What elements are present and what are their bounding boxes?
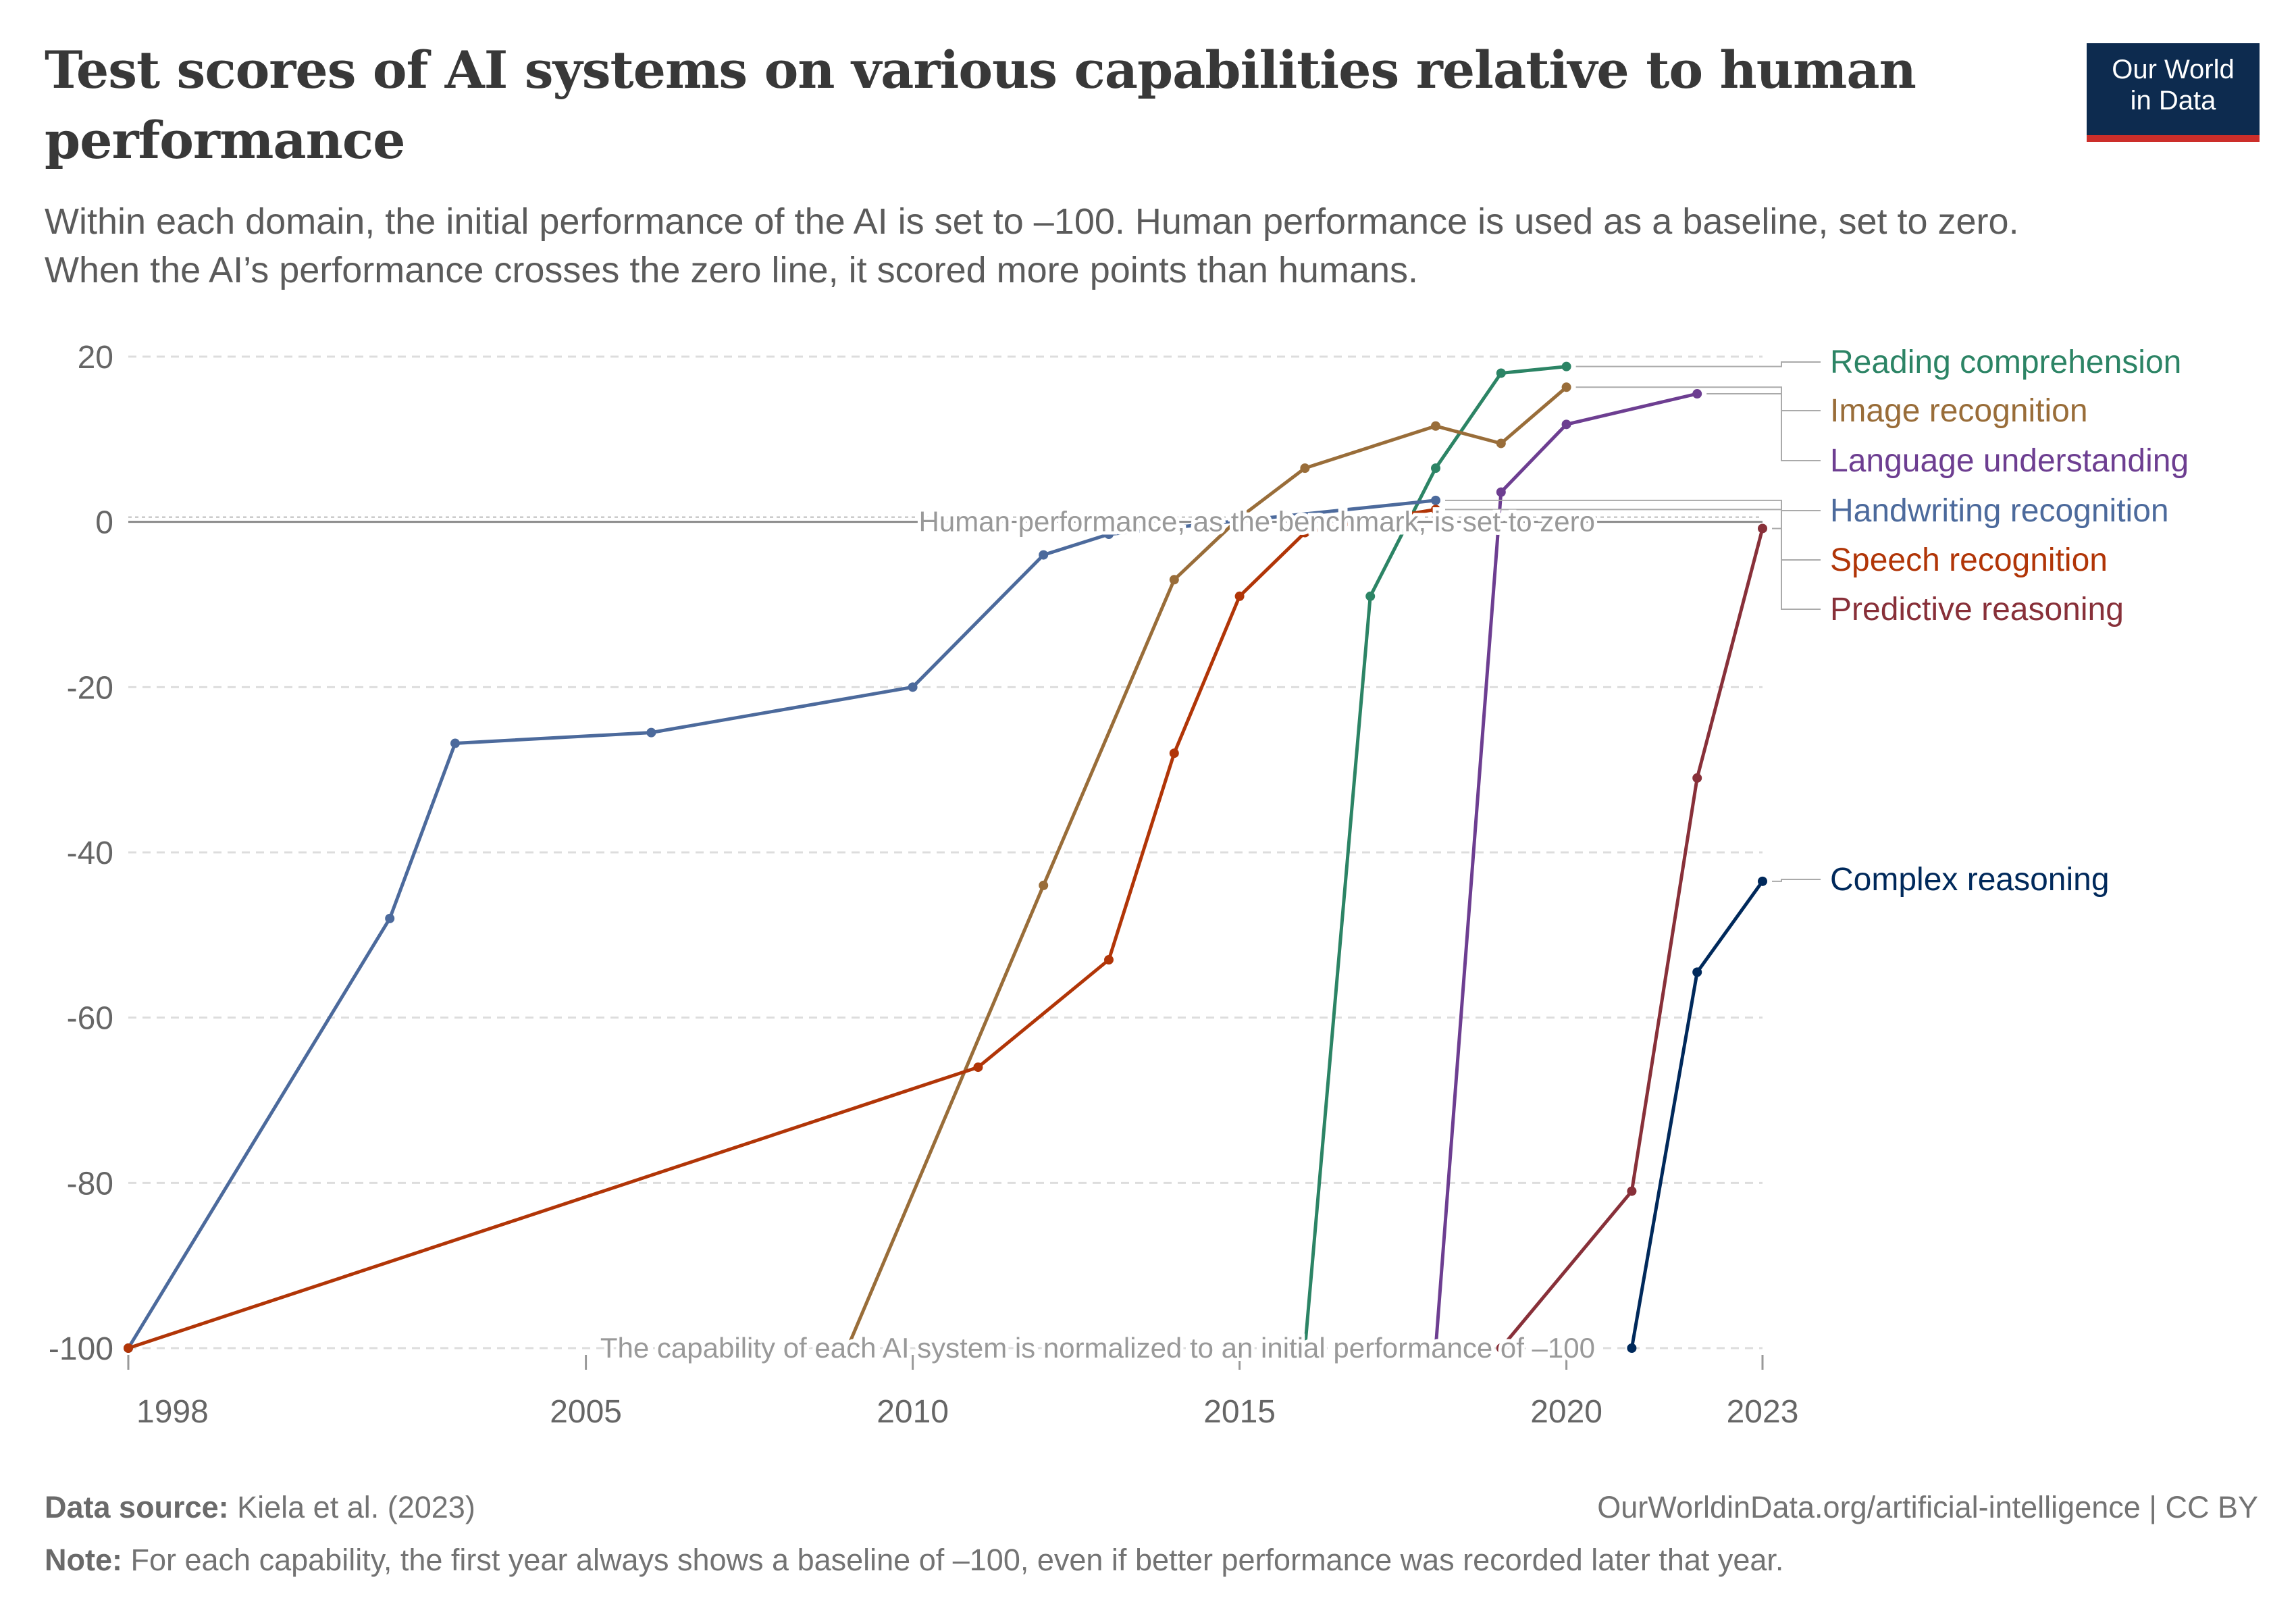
- series-line-predictive-reasoning: [1499, 527, 1765, 1350]
- data-point-handwriting-recognition: [646, 727, 656, 738]
- data-point-predictive-reasoning: [1627, 1186, 1637, 1196]
- subtitle-line-2: When the AI’s performance crosses the ze…: [45, 250, 1419, 290]
- y-tick-label: -80: [67, 1166, 113, 1202]
- normalization-annotation: The capability of each AI system is norm…: [600, 1332, 1595, 1364]
- y-tick-label: 20: [78, 340, 113, 376]
- series-label-image-recognition: Image recognition: [1830, 393, 2088, 429]
- y-tick-label: -20: [67, 670, 113, 706]
- data-point-image-recognition: [842, 1343, 852, 1353]
- data-point-image-recognition: [1300, 463, 1310, 473]
- x-tick-label: 2005: [550, 1394, 622, 1430]
- note-label: Note:: [45, 1543, 122, 1577]
- source-url[interactable]: OurWorldinData.org/artificial-intelligen…: [1597, 1490, 2258, 1524]
- series-line-complex-reasoning: [1629, 879, 1765, 1350]
- data-point-image-recognition: [1561, 382, 1571, 392]
- label-connector: [1575, 361, 1821, 367]
- data-point-language-understanding: [1692, 389, 1702, 399]
- data-point-language-understanding: [1431, 1343, 1440, 1353]
- data-point-complex-reasoning: [1627, 1343, 1637, 1353]
- series-label-predictive-reasoning: Predictive reasoning: [1830, 592, 2124, 627]
- x-tick-label: 1998: [136, 1394, 209, 1430]
- x-tick-label: 2020: [1530, 1394, 1602, 1430]
- chart-subtitle: Within each domain, the initial performa…: [45, 197, 2273, 294]
- series-label-complex-reasoning: Complex reasoning: [1830, 862, 2110, 898]
- data-point-image-recognition: [1169, 575, 1179, 585]
- series-label-language-understanding: Language understanding: [1830, 443, 2189, 479]
- series-line-image-recognition: [845, 385, 1569, 1350]
- data-point-speech-recognition: [1169, 748, 1179, 758]
- x-tick-label: 2010: [877, 1394, 949, 1430]
- series-line-speech-recognition: [126, 507, 1438, 1350]
- data-point-reading-comprehension: [1365, 591, 1376, 601]
- series-label-handwriting-recognition: Handwriting recognition: [1830, 493, 2169, 529]
- data-point-reading-comprehension: [1496, 368, 1506, 378]
- y-tick-label: -40: [67, 835, 113, 871]
- data-source-text[interactable]: Kiela et al. (2023): [237, 1490, 475, 1524]
- note-text: For each capability, the first year alwa…: [130, 1543, 1784, 1577]
- data-point-handwriting-recognition: [385, 913, 395, 923]
- data-point-complex-reasoning: [1692, 967, 1702, 977]
- logo-line-1: Our World: [2112, 55, 2235, 84]
- data-point-handwriting-recognition: [1039, 550, 1049, 560]
- data-source-label: Data source:: [45, 1490, 229, 1524]
- chart-note: Note: For each capability, the first yea…: [45, 1543, 1783, 1578]
- series-label-reading-comprehension: Reading comprehension: [1830, 344, 2181, 380]
- human-baseline-annotation: Human performance, as the benchmark, is …: [919, 506, 1595, 538]
- data-point-speech-recognition: [973, 1062, 983, 1073]
- data-point-language-understanding: [1561, 419, 1571, 430]
- data-point-image-recognition: [1496, 438, 1506, 448]
- data-point-speech-recognition: [124, 1343, 133, 1353]
- data-point-predictive-reasoning: [1758, 523, 1767, 534]
- y-tick-label: 0: [95, 505, 113, 541]
- data-point-complex-reasoning: [1758, 876, 1767, 886]
- data-point-image-recognition: [1039, 880, 1049, 890]
- series-label-speech-recognition: Speech recognition: [1830, 542, 2108, 578]
- owid-logo[interactable]: Our World in Data: [2087, 43, 2260, 142]
- y-tick-label: -100: [49, 1331, 113, 1367]
- data-point-image-recognition: [1431, 421, 1440, 431]
- data-point-handwriting-recognition: [1431, 495, 1440, 505]
- data-point-speech-recognition: [1365, 515, 1376, 525]
- series-line-language-understanding: [1434, 392, 1699, 1350]
- data-point-predictive-reasoning: [1496, 1343, 1506, 1353]
- label-connector: [1772, 879, 1821, 882]
- series-line-handwriting-recognition: [126, 498, 1438, 1350]
- x-tick-label: 2015: [1203, 1394, 1276, 1430]
- data-point-reading-comprehension: [1431, 463, 1440, 473]
- data-point-predictive-reasoning: [1692, 773, 1702, 783]
- y-tick-label: -60: [67, 1001, 113, 1037]
- chart-title: Test scores of AI systems on various cap…: [45, 40, 1916, 170]
- logo-line-2: in Data: [2130, 86, 2216, 115]
- data-point-speech-recognition: [1104, 955, 1114, 965]
- data-point-reading-comprehension: [1561, 361, 1571, 371]
- data-point-language-understanding: [1496, 487, 1506, 497]
- x-tick-label: 2023: [1727, 1394, 1799, 1430]
- data-point-speech-recognition: [1234, 591, 1245, 601]
- label-connector: [1445, 499, 1821, 511]
- subtitle-line-1: Within each domain, the initial performa…: [45, 201, 2019, 242]
- label-connector: [1772, 528, 1821, 610]
- data-point-handwriting-recognition: [1104, 530, 1114, 540]
- data-point-speech-recognition: [1431, 505, 1440, 515]
- data-point-speech-recognition: [1300, 528, 1310, 538]
- data-source: Data source: Kiela et al. (2023): [45, 1490, 475, 1525]
- data-point-handwriting-recognition: [908, 682, 918, 692]
- data-point-handwriting-recognition: [450, 738, 460, 748]
- data-point-reading-comprehension: [1300, 1343, 1310, 1353]
- label-connector: [1706, 393, 1821, 461]
